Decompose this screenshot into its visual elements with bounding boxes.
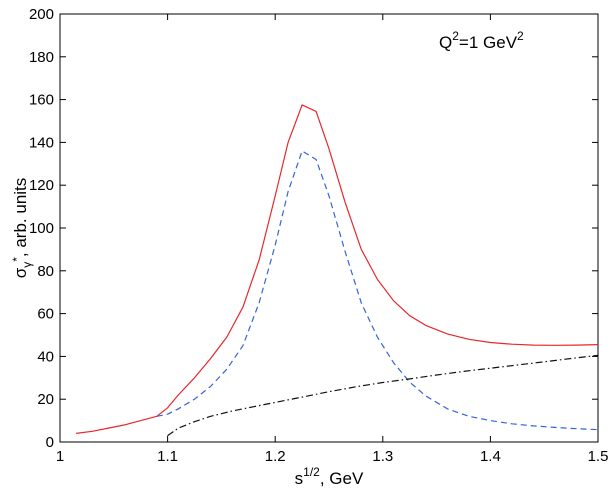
x-tick-label: 1.2: [265, 448, 286, 465]
y-tick-label: 40: [37, 348, 54, 365]
x-tick-label: 1.5: [588, 448, 609, 465]
axis-tick-labels: 1 1.1 1.2 1.3 1.4 1.5 0 20 40 60 80 100 120 140 160 180…: [29, 6, 608, 465]
y-tick-label: 200: [29, 6, 54, 23]
y-tick-label: 180: [29, 49, 54, 66]
y-tick-label: 20: [37, 391, 54, 408]
x-tick-label: 1.1: [157, 448, 178, 465]
y-tick-label: 80: [37, 263, 54, 280]
y-tick-label: 140: [29, 134, 54, 151]
y-axis-title: σγ*, arb. units: [10, 178, 34, 279]
x-tick-label: 1.3: [372, 448, 393, 465]
y-tick-label: 60: [37, 306, 54, 323]
x-axis-title: s1/2, GeV: [295, 465, 364, 488]
x-tick-label: 1: [56, 448, 64, 465]
y-tick-label: 120: [29, 177, 54, 194]
x-tick-label: 1.4: [480, 448, 501, 465]
y-tick-label: 100: [29, 220, 54, 237]
annotation-q2: Q2=1 GeV2: [439, 29, 524, 52]
y-tick-label: 160: [29, 92, 54, 109]
y-tick-label: 0: [46, 434, 54, 451]
series-layer: [76, 104, 599, 437]
series-line-resonance: [156, 150, 599, 431]
axis-tick-marks: [59, 13, 599, 443]
series-line-background: [167, 354, 599, 437]
series-line-total: [76, 104, 599, 434]
